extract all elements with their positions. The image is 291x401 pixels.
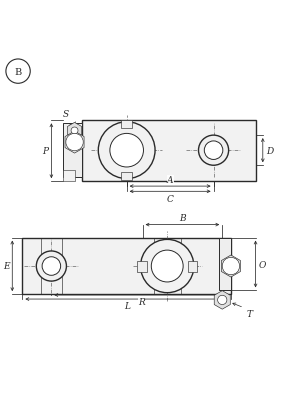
Circle shape	[218, 296, 227, 305]
Circle shape	[42, 257, 61, 275]
Circle shape	[110, 134, 143, 168]
Text: P: P	[42, 147, 48, 156]
Circle shape	[36, 251, 66, 282]
Bar	[63, 124, 82, 178]
Text: R: R	[138, 298, 145, 306]
Circle shape	[141, 240, 194, 293]
Text: O: O	[258, 260, 266, 269]
Circle shape	[98, 122, 155, 179]
Text: B: B	[179, 214, 186, 223]
Bar	[121, 121, 132, 129]
Text: T: T	[246, 310, 252, 318]
Circle shape	[151, 251, 183, 282]
Circle shape	[71, 128, 78, 135]
Polygon shape	[221, 255, 240, 277]
Circle shape	[204, 142, 223, 160]
Bar	[22, 238, 231, 294]
Bar	[137, 261, 147, 272]
Polygon shape	[68, 123, 81, 139]
Bar	[121, 173, 132, 181]
Text: B: B	[15, 67, 22, 77]
Text: E: E	[3, 262, 9, 271]
Circle shape	[198, 136, 229, 166]
Bar	[82, 121, 255, 182]
Polygon shape	[214, 291, 230, 310]
Circle shape	[6, 60, 30, 84]
Text: S: S	[63, 110, 69, 119]
Text: L: L	[124, 302, 130, 311]
Bar	[63, 170, 74, 182]
Circle shape	[66, 134, 83, 152]
Bar	[188, 261, 197, 272]
Polygon shape	[65, 132, 84, 154]
Text: A: A	[167, 175, 173, 184]
Bar	[219, 238, 231, 291]
Text: D: D	[266, 146, 273, 155]
Circle shape	[222, 258, 239, 275]
Text: C: C	[167, 194, 173, 203]
